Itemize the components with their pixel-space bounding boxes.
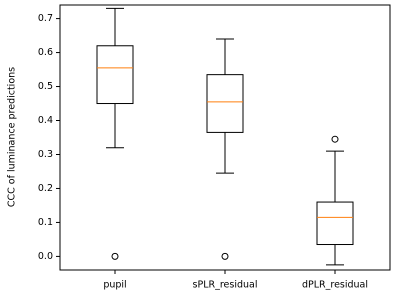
y-axis-label: CCC of luminance predictions (7, 67, 18, 207)
x-tick-label: sPLR_residual (193, 280, 258, 291)
outlier (221, 252, 229, 260)
y-tick-label: 0.1 (38, 217, 53, 228)
box (316, 201, 354, 246)
outlier (111, 252, 119, 260)
box (206, 74, 244, 133)
y-tick-label: 0.0 (38, 251, 53, 262)
y-tick-label: 0.3 (38, 149, 53, 160)
y-tick-label: 0.5 (38, 81, 53, 92)
y-tick-label: 0.4 (38, 115, 53, 126)
outlier (331, 135, 339, 143)
y-tick-label: 0.2 (38, 183, 53, 194)
x-tick-label: pupil (103, 280, 126, 291)
x-tick-label: dPLR_residual (302, 280, 368, 291)
y-tick-label: 0.6 (38, 47, 53, 58)
y-tick-label: 0.7 (38, 13, 53, 24)
box (96, 45, 134, 105)
